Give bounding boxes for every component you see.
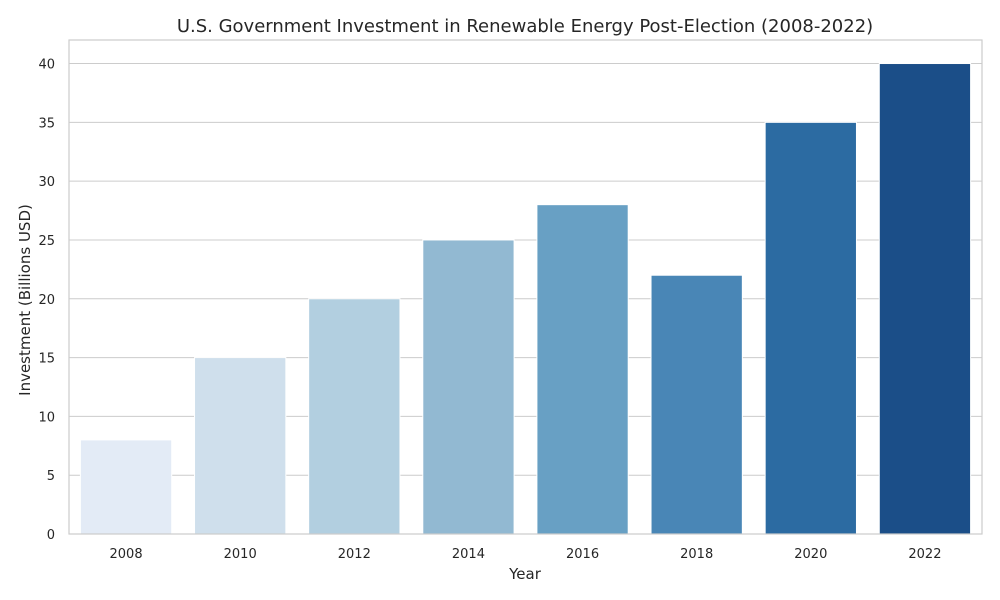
y-tick-label: 30 — [38, 175, 55, 190]
x-tick-labels: 2008 2010 2012 2014 2016 2018 2020 2022 — [110, 547, 942, 562]
y-tick-labels: 0 5 10 15 20 25 30 35 40 — [38, 58, 55, 543]
plot-frame — [68, 39, 983, 535]
bar-2012 — [308, 298, 401, 535]
bar-2014 — [422, 239, 515, 535]
y-tick-label: 5 — [47, 469, 55, 484]
x-tick-label: 2014 — [452, 547, 485, 562]
bar-2016 — [536, 204, 629, 535]
y-tick-label: 35 — [38, 116, 55, 131]
x-tick-label: 2010 — [224, 547, 257, 562]
y-tick-label: 10 — [38, 410, 55, 425]
bar-2022 — [878, 63, 972, 535]
x-tick-label: 2016 — [566, 547, 599, 562]
y-tick-label: 20 — [38, 293, 55, 308]
bar-2008 — [79, 439, 173, 535]
x-tick-label: 2020 — [794, 547, 827, 562]
bars — [79, 63, 972, 535]
x-axis-label: Year — [508, 565, 542, 583]
bar-2020 — [764, 121, 857, 535]
x-tick-label: 2022 — [908, 547, 941, 562]
y-tick-label: 25 — [38, 234, 55, 249]
chart-title: U.S. Government Investment in Renewable … — [177, 16, 873, 37]
x-tick-label: 2012 — [338, 547, 371, 562]
x-tick-label: 2008 — [110, 547, 143, 562]
x-tick-label: 2018 — [680, 547, 713, 562]
bar-2018 — [650, 274, 743, 535]
bar-2010 — [194, 357, 287, 535]
y-tick-label: 0 — [47, 528, 55, 543]
y-tick-label: 40 — [38, 58, 55, 73]
y-axis-label: Investment (Billions USD) — [16, 204, 34, 396]
y-tick-label: 15 — [38, 352, 55, 367]
